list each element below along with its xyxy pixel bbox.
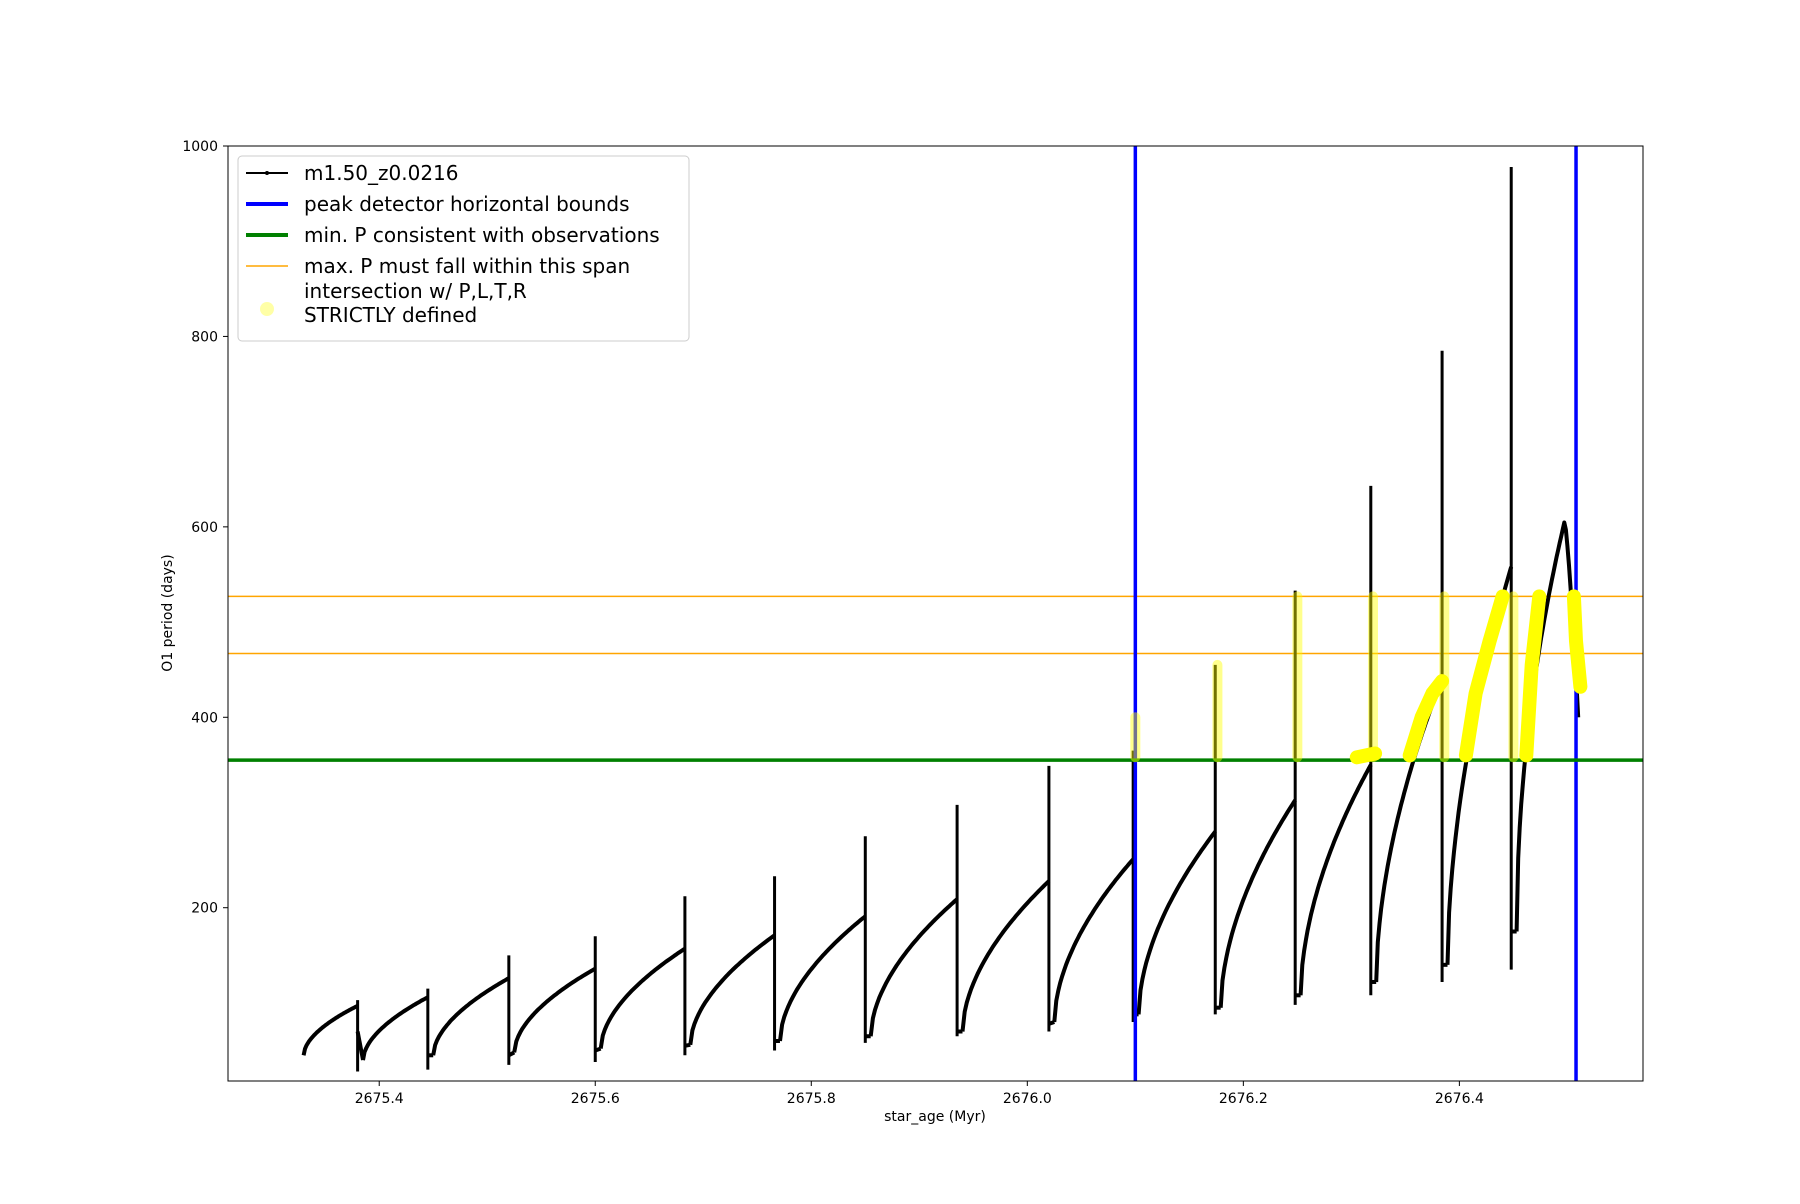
x-tick-label: 2675.8	[787, 1091, 836, 1107]
legend-label: max. P must fall within this span	[304, 254, 630, 278]
series-pulse-2	[431, 976, 510, 1056]
legend-box	[237, 155, 690, 342]
series-dip-4	[684, 1042, 691, 1048]
legend-label-line: min. P consistent with observations	[304, 223, 660, 247]
legend-label: peak detector horizontal bounds	[304, 192, 630, 216]
legend-dot	[260, 302, 274, 316]
x-tick-label: 2676.4	[1435, 1091, 1484, 1107]
series-pulse-4	[598, 946, 686, 1049]
series-pulse-1	[361, 995, 429, 1061]
y-axis-label: O1 period (days)	[160, 554, 176, 671]
series-pulse-14	[1445, 566, 1514, 965]
legend-label: min. P consistent with observations	[304, 223, 660, 247]
series-pulse-11	[1218, 799, 1297, 1008]
series-pulse-12	[1298, 763, 1373, 996]
legend-label-line: intersection w/ P,L,T,R	[304, 279, 527, 303]
legend-label-line: STRICTLY defined	[304, 303, 477, 327]
legend-label-line: max. P must fall within this span	[304, 254, 630, 278]
series-pulse-8	[960, 879, 1051, 1032]
y-tick-label: 400	[191, 710, 218, 726]
intersection-curve-2	[1458, 589, 1510, 763]
series-pulse-5	[688, 933, 776, 1046]
series-pulse-3	[512, 966, 597, 1053]
x-tick-label: 2675.6	[571, 1091, 620, 1107]
series-pulse-13	[1374, 678, 1444, 983]
series-pulse-6	[778, 914, 867, 1042]
series-pulse-0	[301, 1004, 359, 1056]
y-tick-label: 200	[191, 901, 218, 917]
series-dip-2	[507, 1050, 516, 1058]
y-tick-label: 600	[191, 520, 218, 536]
intersection-curve-4	[1566, 589, 1588, 694]
x-tick-label: 2676.0	[1003, 1091, 1052, 1107]
x-axis-ticks: 2675.4 2675.6 2675.8 2676.0 2676.2 2676.4	[355, 1081, 1484, 1107]
series-dip-3	[594, 1046, 602, 1053]
series-dip-8	[1048, 1020, 1055, 1026]
x-tick-label: 2676.2	[1219, 1091, 1268, 1107]
intersection-curve-3	[1519, 589, 1547, 763]
plot-frame	[227, 145, 1644, 1082]
intersection-curve-1	[1402, 674, 1450, 763]
legend-label: m1.50_z0.0216	[304, 161, 459, 185]
series-pulse-10	[1136, 830, 1217, 1015]
series-pulse-7	[868, 897, 959, 1037]
legend-label: intersection w/ P,L,T,R STRICTLY defined	[304, 279, 527, 327]
y-tick-label: 1000	[182, 139, 218, 155]
legend-label-line: m1.50_z0.0216	[304, 161, 459, 185]
intersection-curve-0	[1349, 746, 1383, 765]
x-axis-label: star_age (Myr)	[884, 1109, 986, 1125]
series-pulse-9	[1052, 857, 1135, 1023]
legend-label-line: peak detector horizontal bounds	[304, 192, 630, 216]
legend-marker	[265, 171, 269, 175]
y-axis-ticks: 200 400 600 800 1000	[182, 139, 228, 917]
y-tick-label: 800	[191, 329, 218, 345]
x-tick-label: 2675.4	[355, 1091, 404, 1107]
plot-layer	[228, 146, 1643, 1081]
